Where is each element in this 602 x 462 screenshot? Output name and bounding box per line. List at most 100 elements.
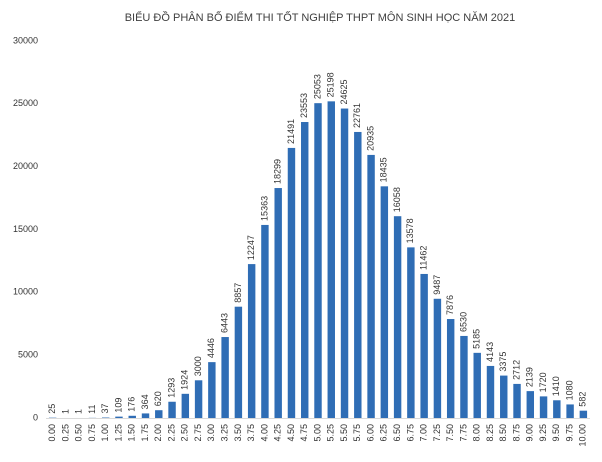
x-tick-label: 2.00	[153, 424, 163, 442]
bar	[433, 298, 442, 418]
bar	[340, 108, 349, 418]
bar	[181, 393, 190, 418]
bar	[539, 396, 548, 418]
bar	[566, 404, 574, 418]
x-tick-label: 10.00	[578, 424, 588, 447]
data-label: 37	[100, 404, 110, 414]
x-tick-label: 9.75	[564, 424, 574, 442]
chart-title: BIỂU ĐỒ PHÂN BỐ ĐIỂM THI TỐT NGHIỆP THPT…	[125, 10, 516, 24]
bar	[486, 365, 495, 418]
bar	[354, 131, 362, 418]
bar	[155, 410, 163, 418]
bar	[168, 401, 176, 418]
bar	[141, 413, 150, 418]
x-tick-label: 7.00	[419, 424, 429, 442]
x-tick-label: 3.00	[206, 424, 216, 442]
data-label: 9487	[432, 275, 442, 295]
bar	[553, 400, 561, 418]
data-label: 1410	[551, 376, 561, 396]
bar	[473, 352, 481, 418]
x-tick-label: 7.75	[458, 424, 468, 442]
data-label: 13578	[405, 218, 415, 243]
data-label: 24625	[339, 80, 349, 105]
x-tick-label: 0.25	[60, 424, 70, 442]
bar	[314, 103, 322, 418]
bar	[247, 264, 256, 418]
x-tick-label: 2.75	[193, 424, 203, 442]
data-label: 25	[47, 404, 57, 414]
bar	[234, 306, 243, 418]
bar	[446, 319, 455, 418]
data-label: 6530	[458, 312, 468, 332]
x-tick-label: 0.50	[74, 424, 84, 442]
x-tick-label: 4.50	[286, 424, 296, 442]
bar	[407, 247, 415, 418]
x-tick-label: 5.00	[312, 424, 322, 442]
data-label: 12247	[246, 235, 256, 260]
bar	[221, 337, 229, 418]
bar	[526, 391, 535, 418]
x-tick-label: 8.50	[498, 424, 508, 442]
data-label: 1720	[538, 372, 548, 392]
x-tick-label: 0.00	[47, 424, 57, 442]
data-label: 25053	[312, 74, 322, 99]
bar	[274, 188, 282, 418]
bar	[301, 122, 309, 418]
x-tick-label: 9.50	[551, 424, 561, 442]
x-tick-label: 9.00	[525, 424, 535, 442]
data-label: 4143	[485, 342, 495, 362]
data-label: 1	[74, 409, 84, 414]
data-label: 109	[113, 398, 123, 413]
x-tick-label: 4.00	[259, 424, 269, 442]
data-label: 176	[127, 397, 137, 412]
data-label: 2139	[525, 367, 535, 387]
x-tick-label: 8.25	[485, 424, 495, 442]
bar	[500, 375, 508, 418]
data-label: 5185	[472, 329, 482, 349]
data-label: 23553	[299, 93, 309, 118]
x-tick-label: 6.25	[379, 424, 389, 442]
y-tick-label: 20000	[13, 161, 38, 171]
bar	[579, 410, 588, 418]
data-label: 1	[60, 409, 70, 414]
x-tick-label: 0.75	[87, 424, 97, 442]
bar	[287, 147, 296, 419]
data-label: 15363	[259, 196, 269, 221]
data-label: 4446	[206, 338, 216, 358]
data-label: 3375	[498, 352, 508, 372]
x-tick-label: 3.75	[246, 424, 256, 442]
x-tick-label: 6.75	[405, 424, 415, 442]
bar	[128, 415, 136, 418]
x-tick-label: 1.00	[100, 424, 110, 442]
data-label: 18299	[273, 159, 283, 184]
data-label: 21491	[286, 119, 296, 144]
data-label: 1080	[564, 380, 574, 400]
bar	[460, 335, 468, 418]
x-tick-label: 9.25	[538, 424, 548, 442]
y-tick-label: 15000	[13, 224, 38, 234]
x-tick-label: 8.00	[472, 424, 482, 442]
data-label: 620	[153, 391, 163, 406]
data-label: 7876	[445, 295, 455, 315]
bar	[393, 216, 402, 418]
data-label: 20935	[365, 126, 375, 151]
x-tick-label: 4.25	[273, 424, 283, 442]
data-label: 11	[87, 405, 97, 414]
x-tick-label: 7.50	[445, 424, 455, 442]
data-label: 16058	[392, 187, 402, 212]
bar	[513, 383, 521, 418]
data-label: 364	[140, 394, 150, 409]
bar	[327, 101, 335, 419]
bar	[367, 154, 375, 418]
data-label: 8857	[233, 283, 243, 303]
data-label: 22761	[352, 103, 362, 128]
x-tick-label: 5.75	[352, 424, 362, 442]
y-tick-label: 5000	[18, 350, 38, 360]
x-tick-label: 5.25	[326, 424, 336, 442]
data-label: 3000	[193, 356, 203, 376]
x-tick-label: 2.50	[180, 424, 190, 442]
x-tick-label: 4.75	[299, 424, 309, 442]
x-tick-label: 5.50	[339, 424, 349, 442]
data-label: 18435	[379, 157, 389, 182]
